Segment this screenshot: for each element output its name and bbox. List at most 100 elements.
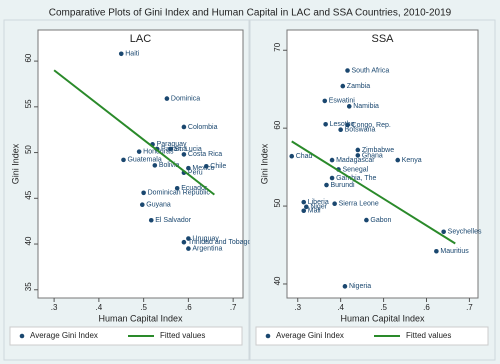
panel-title: SSA — [371, 33, 394, 45]
point-label: Botswana — [345, 127, 376, 134]
plot-area — [37, 29, 244, 299]
chart-title: Comparative Plots of Gini Index and Huma… — [49, 8, 452, 19]
point — [301, 199, 307, 205]
point — [174, 185, 180, 191]
point-label: Chad — [296, 153, 313, 160]
fit-line — [53, 69, 215, 196]
panel: SSA 40 50 60 70 .3 .4 .5 .6 .7 Human Capital Index… — [249, 19, 496, 361]
x-tick-label: .7 — [230, 303, 237, 312]
legend-swatch — [265, 333, 271, 339]
panel-title: LAC — [130, 33, 151, 45]
x-tick-label: .3 — [51, 303, 58, 312]
point-label: Sierra Leone — [339, 201, 379, 208]
point-label: Liberia — [308, 199, 329, 206]
point-label: Mexico — [192, 165, 214, 172]
point-label: Namibia — [353, 103, 379, 110]
point — [342, 284, 348, 289]
point-label: Eswatini — [329, 98, 356, 105]
point — [355, 147, 361, 153]
point-label: Guatemala — [127, 157, 161, 164]
point-label: El Salvador — [155, 217, 191, 224]
point — [345, 68, 350, 73]
point — [332, 201, 337, 207]
point — [181, 239, 187, 245]
point — [186, 236, 191, 241]
legend-label: Fitted values — [406, 331, 451, 340]
legend-label: Fitted values — [160, 331, 205, 340]
point-label: Colombia — [188, 124, 218, 131]
y-axis-title: Gini Index — [259, 143, 269, 184]
point — [324, 182, 329, 188]
point-label: Seychelles — [448, 229, 482, 236]
point-label: Haiti — [125, 51, 139, 58]
point — [441, 229, 446, 235]
point-label: Ghana — [362, 152, 383, 159]
legend-swatch — [19, 333, 25, 339]
point-label: Dominican Republic — [148, 190, 211, 197]
point-label: Panama — [161, 146, 187, 153]
x-tick-label: .5 — [140, 303, 147, 312]
legend-label: Average Gini Index — [276, 331, 344, 340]
point — [355, 153, 361, 158]
point — [152, 163, 158, 168]
plot-area — [286, 29, 479, 299]
y-axis-title: Gini Index — [10, 143, 20, 184]
point-label: Dominica — [171, 95, 200, 102]
point-label: South Africa — [352, 67, 390, 74]
x-tick-label: .6 — [423, 303, 430, 312]
point — [395, 157, 401, 163]
point-label: St. Lucia — [174, 146, 201, 153]
point-label: Zimbabwe — [362, 147, 394, 154]
point-label: Mali — [308, 208, 321, 215]
point — [121, 157, 126, 163]
y-tick-label: 40 — [273, 276, 282, 285]
point — [181, 152, 187, 157]
legend-box — [9, 326, 243, 346]
x-tick-label: .4 — [337, 303, 344, 312]
point-label: Madagascar — [336, 157, 375, 164]
point — [181, 124, 187, 130]
point-label: Gambia, The — [336, 175, 376, 182]
point — [338, 127, 343, 133]
fit-line — [291, 140, 456, 245]
point — [301, 208, 307, 214]
point — [168, 146, 173, 152]
y-tick-label: 60 — [273, 120, 282, 129]
point-label: Guyana — [146, 202, 171, 209]
x-tick-label: .7 — [466, 303, 473, 312]
x-tick-label: .6 — [185, 303, 192, 312]
point — [186, 165, 191, 171]
point-label: Chile — [210, 163, 226, 170]
x-axis-title: Human Capital Index — [340, 313, 425, 323]
point-label: Mauritius — [440, 248, 469, 255]
point — [364, 217, 369, 223]
point-label: Burundi — [330, 182, 355, 189]
x-axis-title: Human Capital Index — [98, 313, 183, 323]
panel: LAC 35 40 45 50 55 60 .3 .4 .5 .6 .7 Human Capital I… — [3, 19, 251, 361]
point — [434, 248, 439, 254]
point — [346, 104, 352, 109]
point — [345, 122, 350, 128]
y-tick-label: 70 — [273, 42, 282, 51]
point — [118, 51, 124, 57]
point — [289, 153, 295, 159]
point-label: Paraguay — [157, 141, 187, 148]
point-label: Bolivia — [159, 162, 180, 169]
y-tick-label: 35 — [24, 282, 33, 291]
y-tick-label: 40 — [24, 236, 33, 245]
point-label: Lesotho — [330, 121, 355, 128]
point — [340, 83, 346, 89]
point-label: Peru — [188, 170, 203, 177]
point-label: Uruguay — [192, 235, 219, 242]
point — [203, 163, 209, 169]
point-label: Niger — [310, 204, 327, 211]
y-tick-label: 50 — [24, 145, 33, 154]
point — [329, 175, 335, 181]
y-tick-label: 60 — [24, 53, 33, 62]
point-label: Congo, Rep. — [352, 122, 391, 129]
point — [304, 204, 309, 210]
point — [141, 190, 146, 196]
x-tick-label: .3 — [294, 303, 301, 312]
point-label: Senegal — [343, 166, 369, 173]
